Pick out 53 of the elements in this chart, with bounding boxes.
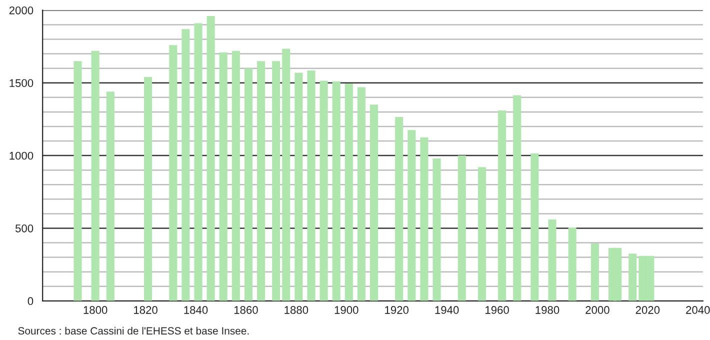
bar	[232, 50, 240, 301]
x-tick-label: 1860	[234, 306, 258, 314]
bar	[294, 72, 303, 301]
bar	[513, 95, 522, 301]
source-note: Sources : base Cassini de l'EHESS et base Insee.	[18, 326, 249, 335]
x-tick-label: 1880	[284, 306, 308, 314]
bar	[478, 167, 486, 301]
bar	[272, 61, 280, 301]
bar	[408, 130, 416, 301]
bar	[206, 16, 215, 301]
y-tick-label: 2000	[9, 6, 34, 14]
bar	[307, 70, 316, 301]
bar	[182, 29, 190, 301]
bar	[395, 117, 404, 301]
x-tick-label: 1820	[134, 306, 158, 314]
x-tick-label: 1980	[536, 306, 560, 314]
bar	[74, 61, 82, 301]
bar	[628, 254, 637, 301]
bar	[219, 52, 228, 301]
y-tick-label: 1500	[10, 79, 34, 88]
bar	[144, 77, 152, 301]
bar	[106, 92, 114, 301]
bar	[432, 158, 441, 301]
bar	[530, 153, 539, 301]
x-tick-label: 2000	[586, 306, 610, 314]
bar	[194, 23, 202, 301]
bar	[282, 48, 290, 301]
bar	[344, 84, 353, 301]
bar	[357, 87, 366, 301]
bar	[590, 243, 599, 301]
bar	[257, 61, 266, 301]
bar	[568, 228, 576, 301]
x-tick-label: 1900	[334, 306, 358, 314]
bar	[332, 81, 340, 301]
bar	[370, 104, 378, 301]
y-tick-label: 500	[15, 224, 34, 232]
bar	[169, 45, 178, 301]
x-tick-label: 1800	[84, 306, 108, 314]
x-tick-label: 1960	[486, 306, 509, 314]
bar	[420, 137, 428, 301]
x-tick-label: 1920	[385, 306, 409, 314]
y-tick-label: 1000	[10, 152, 34, 160]
x-tick-label: 2040	[686, 306, 710, 314]
x-tick-label: 2020	[636, 306, 660, 314]
bar	[458, 156, 466, 301]
x-tick-label: 1840	[184, 306, 208, 314]
bar	[548, 220, 556, 301]
bar	[320, 80, 328, 301]
bar	[244, 68, 252, 301]
bar	[498, 110, 506, 301]
x-tick-label: 1940	[435, 306, 459, 314]
y-tick-label: 0	[28, 297, 34, 306]
bar	[91, 50, 100, 301]
